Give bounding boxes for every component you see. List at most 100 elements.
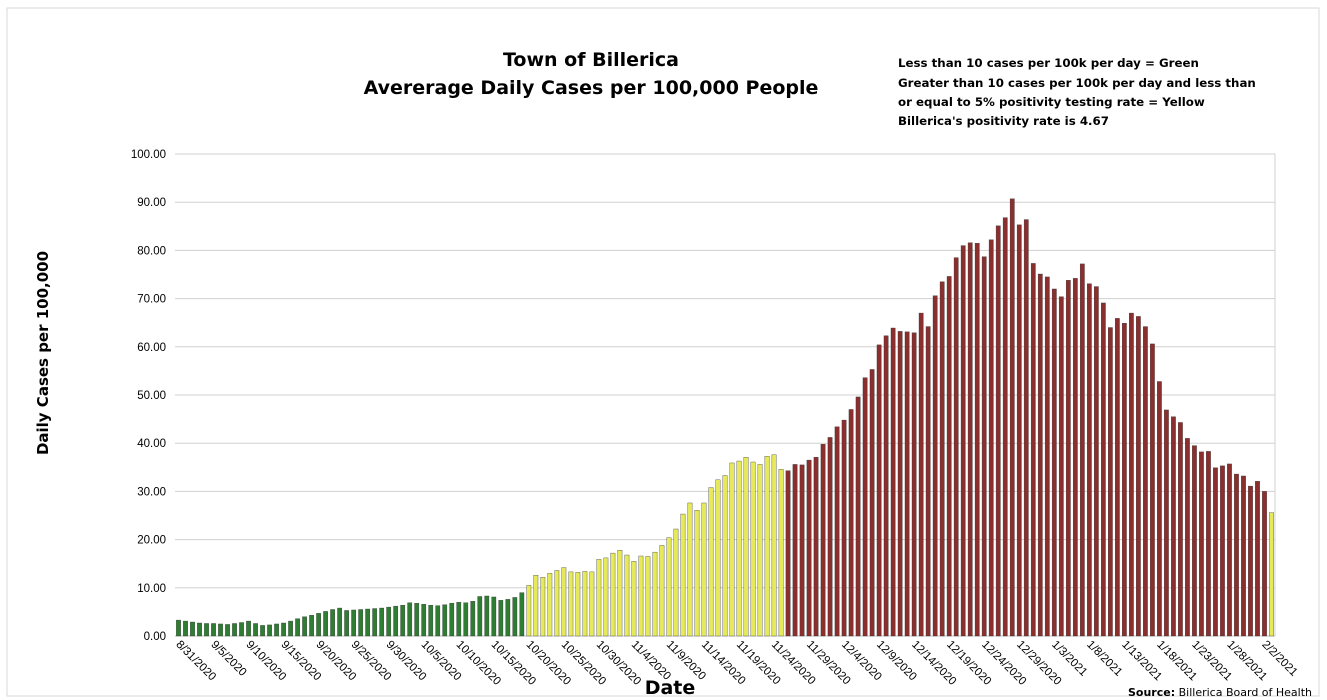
bar: [1030, 263, 1036, 637]
bar: [876, 344, 882, 637]
bar: [925, 326, 931, 637]
bar: [484, 595, 490, 637]
bar: [1100, 302, 1106, 637]
bar: [393, 605, 399, 637]
bar: [1115, 318, 1120, 637]
bar: [456, 602, 462, 637]
bar: [1185, 438, 1190, 637]
bar: [596, 559, 602, 637]
bar: [701, 502, 707, 637]
bar: [190, 621, 195, 637]
bar: [1093, 286, 1099, 637]
bar: [680, 513, 686, 637]
bar: [246, 620, 251, 637]
bar: [302, 616, 307, 637]
bar: [1051, 288, 1057, 637]
bar: [778, 469, 784, 637]
bar: [883, 335, 889, 637]
bar: [1065, 280, 1071, 637]
bar: [848, 409, 854, 637]
bar: [421, 604, 427, 637]
bar: [946, 276, 952, 637]
bar: [1220, 465, 1225, 637]
bar: [1248, 485, 1253, 637]
bar: [806, 459, 812, 637]
y-tick-label: 20.00: [137, 535, 166, 547]
bar: [827, 437, 833, 637]
bar: [694, 510, 700, 637]
y-tick-label: 90.00: [137, 197, 166, 209]
bar: [575, 572, 581, 637]
annotation-line-2: Greater than 10 cases per 100k per day a…: [898, 76, 1256, 90]
bar: [470, 601, 476, 637]
bar: [400, 604, 406, 637]
bar: [652, 551, 658, 637]
bar: [589, 571, 595, 637]
bar: [428, 604, 434, 637]
bar: [491, 596, 497, 637]
source-label: Source:: [1128, 686, 1175, 699]
bar: [239, 622, 244, 637]
bar: [813, 457, 819, 637]
bar: [932, 295, 938, 637]
bar: [337, 607, 342, 637]
bar: [862, 377, 868, 637]
bar: [736, 460, 742, 637]
bar: [358, 609, 364, 637]
bar: [918, 312, 924, 637]
bar: [729, 462, 735, 637]
bar: [1122, 323, 1127, 637]
chart-title-line-2: Avererage Daily Cases per 100,000 People: [364, 77, 819, 99]
bar: [1164, 409, 1169, 637]
bar: [414, 603, 420, 637]
bar: [253, 623, 258, 637]
bar: [351, 609, 357, 637]
bar: [1269, 512, 1274, 637]
bar: [771, 454, 777, 637]
bar: [176, 619, 181, 637]
bar: [281, 622, 286, 637]
bar: [1213, 467, 1218, 637]
bar: [981, 256, 987, 637]
bar: [1136, 316, 1141, 637]
bar: [743, 457, 749, 637]
bar: [1086, 283, 1092, 637]
bar: [1079, 263, 1085, 637]
bar: [274, 623, 279, 637]
bar: [785, 470, 791, 637]
bar: [477, 596, 483, 637]
bar: [407, 602, 413, 637]
bar: [617, 550, 623, 637]
bar: [1171, 416, 1176, 637]
bar: [1143, 326, 1148, 637]
bar: [722, 475, 728, 637]
bar: [232, 623, 237, 637]
y-tick-label: 10.00: [137, 583, 166, 595]
bar: [379, 607, 385, 637]
bar: [799, 464, 805, 637]
y-tick-label: 0.00: [144, 631, 166, 643]
bar: [1199, 451, 1204, 637]
chart-title-line-1: Town of Billerica: [503, 49, 679, 71]
bar: [1108, 327, 1113, 637]
bar: [1192, 445, 1197, 637]
bar: [855, 396, 861, 637]
bar: [687, 502, 693, 637]
bar: [673, 528, 679, 637]
bar: [764, 456, 770, 637]
bar: [533, 575, 539, 637]
bar: [344, 610, 349, 637]
bar: [953, 257, 959, 637]
bar: [911, 332, 917, 637]
bar: [554, 570, 560, 637]
bar: [988, 239, 994, 637]
bar: [547, 573, 553, 637]
bar: [505, 599, 511, 637]
bar: [757, 464, 763, 637]
bar: [519, 592, 525, 637]
bar: [295, 618, 300, 637]
bar: [1150, 343, 1155, 637]
bar: [897, 331, 903, 637]
bar: [708, 487, 714, 637]
bar: [218, 623, 223, 637]
